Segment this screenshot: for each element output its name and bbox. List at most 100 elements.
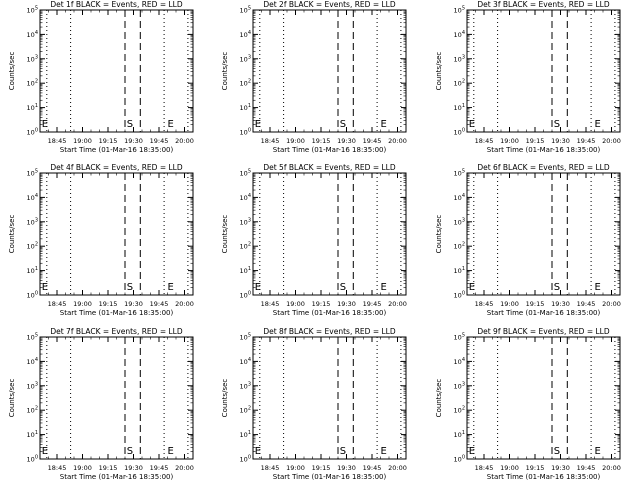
end-marker: E bbox=[42, 119, 48, 130]
y-tick-label: 104 bbox=[27, 357, 38, 366]
y-axis-label: Counts/sec bbox=[221, 52, 229, 91]
y-tick-label: 102 bbox=[240, 242, 251, 251]
x-tick-label: 19:00 bbox=[73, 137, 92, 145]
end-marker: E bbox=[255, 446, 261, 457]
panel-det-8: Det 8f BLACK = Events, RED = LLD 100 101 10… bbox=[221, 327, 407, 480]
x-tick-label: 20:00 bbox=[602, 464, 621, 472]
panel-det-1: Det 1f BLACK = Events, RED = LLD 100 101 10… bbox=[8, 0, 194, 154]
y-tick-label: 105 bbox=[454, 333, 465, 342]
y-tick-label: 102 bbox=[454, 242, 465, 251]
y-tick-label: 101 bbox=[27, 430, 38, 439]
x-tick-label: 19:00 bbox=[73, 300, 92, 308]
x-tick-label: 19:30 bbox=[124, 464, 143, 472]
y-tick-label: 102 bbox=[27, 242, 38, 251]
y-tick-label: 100 bbox=[240, 291, 251, 300]
x-tick-label: 19:30 bbox=[551, 464, 570, 472]
x-tick-label: 19:45 bbox=[577, 464, 596, 472]
y-tick-label: 102 bbox=[454, 406, 465, 415]
x-tick-label: 18:45 bbox=[475, 137, 494, 145]
y-tick-label: 103 bbox=[240, 54, 251, 63]
x-tick-label: 19:15 bbox=[526, 464, 545, 472]
panel-title: Det 4f BLACK = Events, RED = LLD bbox=[50, 163, 183, 172]
x-tick-label: 20:00 bbox=[602, 137, 621, 145]
end-marker: E bbox=[255, 119, 261, 130]
x-tick-label: 18:45 bbox=[48, 300, 67, 308]
y-tick-label: 101 bbox=[240, 430, 251, 439]
end-marker: E bbox=[381, 282, 387, 293]
panel-title: Det 9f BLACK = Events, RED = LLD bbox=[477, 327, 610, 336]
x-tick-label: 19:15 bbox=[526, 300, 545, 308]
y-tick-label: 105 bbox=[454, 169, 465, 178]
end-marker: E bbox=[381, 119, 387, 130]
end-marker: E bbox=[168, 446, 174, 457]
x-tick-label: 20:00 bbox=[388, 300, 407, 308]
end-marker: E bbox=[42, 282, 48, 293]
y-tick-label: 101 bbox=[240, 266, 251, 275]
y-axis-label: Counts/sec bbox=[435, 215, 443, 254]
plot-frame bbox=[39, 9, 194, 133]
x-tick-label: 20:00 bbox=[602, 300, 621, 308]
start-marker: S bbox=[127, 446, 133, 457]
x-axis-label: Start Time (01-Mar-16 18:35:00) bbox=[60, 473, 174, 480]
y-tick-label: 104 bbox=[27, 193, 38, 202]
y-tick-label: 101 bbox=[27, 266, 38, 275]
end-marker: E bbox=[595, 119, 601, 130]
y-tick-label: 103 bbox=[454, 381, 465, 390]
y-tick-label: 104 bbox=[27, 30, 38, 39]
y-tick-label: 100 bbox=[27, 455, 38, 464]
y-tick-label: 102 bbox=[454, 79, 465, 88]
x-tick-label: 19:45 bbox=[577, 300, 596, 308]
x-tick-label: 19:15 bbox=[312, 300, 331, 308]
plot-frame bbox=[252, 172, 407, 296]
x-tick-label: 18:45 bbox=[261, 137, 280, 145]
start-marker: S bbox=[340, 119, 346, 130]
y-tick-label: 104 bbox=[240, 193, 251, 202]
y-axis-label: Counts/sec bbox=[8, 52, 16, 91]
x-axis-label: Start Time (01-Mar-16 18:35:00) bbox=[273, 146, 387, 154]
panel-title: Det 7f BLACK = Events, RED = LLD bbox=[50, 327, 183, 336]
end-marker: E bbox=[168, 282, 174, 293]
y-tick-label: 105 bbox=[27, 169, 38, 178]
x-axis-label: Start Time (01-Mar-16 18:35:00) bbox=[273, 309, 387, 317]
x-tick-label: 20:00 bbox=[175, 464, 194, 472]
y-tick-label: 104 bbox=[454, 30, 465, 39]
start-marker: S bbox=[127, 119, 133, 130]
y-tick-label: 103 bbox=[27, 381, 38, 390]
x-tick-label: 18:45 bbox=[48, 137, 67, 145]
x-tick-label: 19:30 bbox=[551, 137, 570, 145]
x-tick-label: 18:45 bbox=[475, 300, 494, 308]
x-tick-label: 18:45 bbox=[48, 464, 67, 472]
x-tick-label: 19:45 bbox=[150, 300, 169, 308]
plot-frame bbox=[252, 9, 407, 133]
y-axis-label: Counts/sec bbox=[8, 379, 16, 418]
x-tick-label: 19:00 bbox=[500, 464, 519, 472]
y-tick-label: 104 bbox=[240, 30, 251, 39]
y-tick-label: 104 bbox=[454, 357, 465, 366]
y-tick-label: 101 bbox=[240, 103, 251, 112]
panel-title: Det 3f BLACK = Events, RED = LLD bbox=[477, 0, 610, 9]
start-marker: S bbox=[554, 446, 560, 457]
end-marker: E bbox=[255, 282, 261, 293]
x-tick-label: 18:45 bbox=[261, 300, 280, 308]
x-tick-label: 19:45 bbox=[150, 464, 169, 472]
y-tick-label: 100 bbox=[27, 128, 38, 137]
panel-title: Det 8f BLACK = Events, RED = LLD bbox=[263, 327, 396, 336]
panel-title: Det 6f BLACK = Events, RED = LLD bbox=[477, 163, 610, 172]
y-tick-label: 100 bbox=[454, 455, 465, 464]
x-tick-label: 19:45 bbox=[363, 137, 382, 145]
plot-frame bbox=[466, 172, 621, 296]
y-tick-label: 103 bbox=[27, 217, 38, 226]
y-tick-label: 100 bbox=[454, 291, 465, 300]
end-marker: E bbox=[42, 446, 48, 457]
y-axis-label: Counts/sec bbox=[221, 215, 229, 254]
x-tick-label: 18:45 bbox=[475, 464, 494, 472]
x-axis-label: Start Time (01-Mar-16 18:35:00) bbox=[487, 309, 601, 317]
y-axis-label: Counts/sec bbox=[8, 215, 16, 254]
end-marker: E bbox=[595, 282, 601, 293]
x-tick-label: 19:15 bbox=[312, 137, 331, 145]
x-tick-label: 19:15 bbox=[312, 464, 331, 472]
end-marker: E bbox=[469, 446, 475, 457]
panel-det-3: Det 3f BLACK = Events, RED = LLD 100 101 10… bbox=[435, 0, 621, 154]
y-tick-label: 102 bbox=[27, 406, 38, 415]
panel-det-4: Det 4f BLACK = Events, RED = LLD 100 101 10… bbox=[8, 163, 194, 317]
